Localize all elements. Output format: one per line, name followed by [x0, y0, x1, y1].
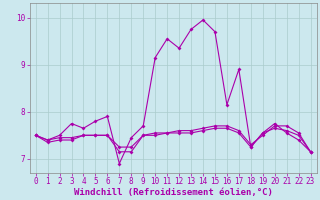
X-axis label: Windchill (Refroidissement éolien,°C): Windchill (Refroidissement éolien,°C) — [74, 188, 273, 197]
